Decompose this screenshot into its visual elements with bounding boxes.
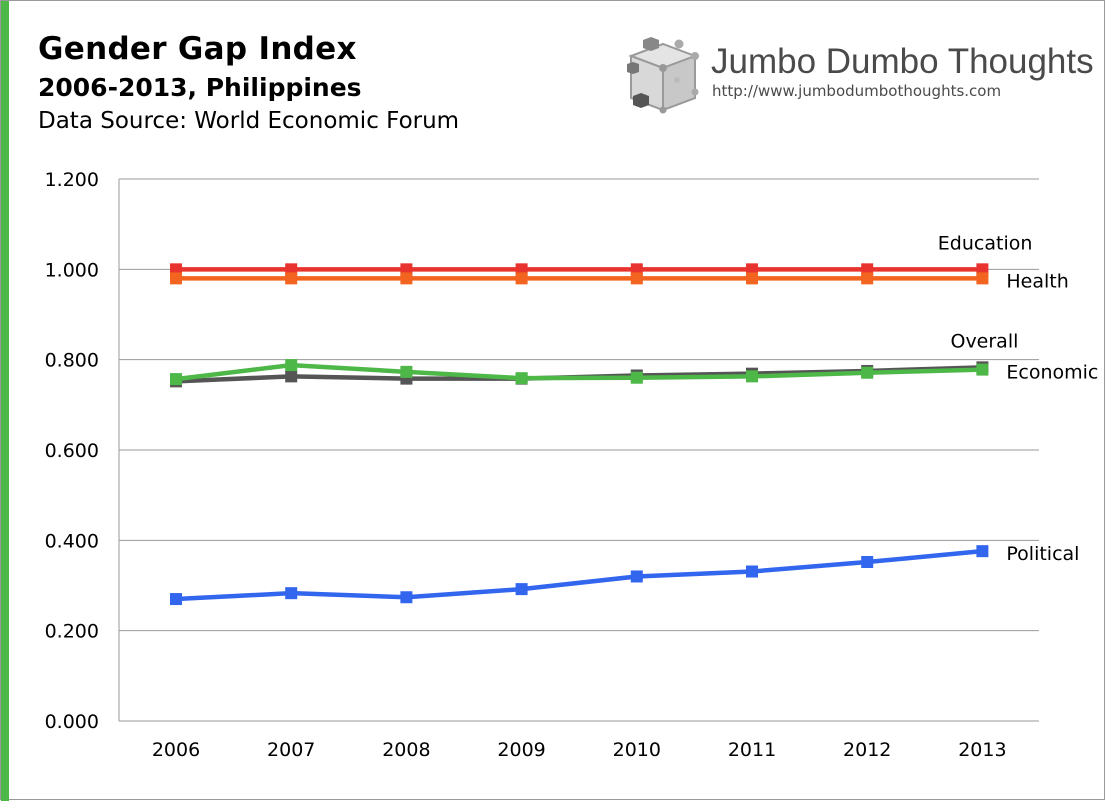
data-point-economic xyxy=(515,372,528,385)
series-line-economic xyxy=(175,362,983,382)
logo-name: Jumbo Dumbo Thoughts xyxy=(711,42,1094,81)
data-point-education xyxy=(746,263,758,276)
data-point-political xyxy=(170,593,182,606)
data-point-political xyxy=(400,591,413,604)
x-tick-label: 2007 xyxy=(267,739,315,761)
data-point-political xyxy=(285,587,298,600)
data-point-education xyxy=(515,263,528,276)
data-point-political xyxy=(861,556,874,569)
logo: Jumbo Dumbo Thoughts http://www.jumbodum… xyxy=(621,34,1094,119)
y-tick-label: 1.200 xyxy=(45,169,99,191)
data-point-health xyxy=(861,272,874,285)
x-tick-label: 2011 xyxy=(728,739,776,761)
data-point-economic xyxy=(746,370,758,383)
data-point-economic xyxy=(170,373,182,386)
data-point-economic xyxy=(976,363,989,376)
chart-subtitle: 2006-2013, Philippines xyxy=(38,73,362,102)
y-tick-label: 0.800 xyxy=(45,350,99,372)
y-tick-label: 0.000 xyxy=(45,711,99,733)
series-line-political xyxy=(175,548,983,602)
series-label-education: Education xyxy=(938,232,1033,254)
x-tick-label: 2009 xyxy=(497,739,545,761)
data-point-health xyxy=(630,272,643,285)
data-point-health xyxy=(746,272,758,285)
x-tick-label: 2012 xyxy=(843,739,891,761)
x-tick-label: 2008 xyxy=(382,739,430,761)
data-point-political xyxy=(515,583,528,596)
x-tick-label: 2010 xyxy=(613,739,661,761)
data-point-education xyxy=(861,263,874,276)
x-tick-label: 2006 xyxy=(152,739,200,761)
data-point-health xyxy=(285,272,298,285)
data-point-health xyxy=(515,272,528,285)
data-point-economic xyxy=(630,371,643,384)
accent-bar xyxy=(1,1,9,801)
data-point-education xyxy=(630,263,643,276)
data-point-education xyxy=(976,263,989,276)
y-tick-label: 0.600 xyxy=(45,440,99,462)
cube-logo-icon xyxy=(627,37,699,114)
data-point-economic xyxy=(861,366,874,379)
data-point-education xyxy=(285,263,298,276)
data-source: Data Source: World Economic Forum xyxy=(38,108,460,134)
data-point-health xyxy=(976,272,989,285)
data-point-political xyxy=(630,570,643,583)
y-tick-label: 0.400 xyxy=(45,530,99,552)
series-label-health: Health xyxy=(1006,270,1068,292)
data-point-health xyxy=(400,272,413,285)
data-point-health xyxy=(170,272,182,285)
chart-title: Gender Gap Index xyxy=(38,31,357,67)
data-point-political xyxy=(746,565,758,578)
data-point-education xyxy=(400,263,413,276)
series-label-economic: Economic xyxy=(1006,362,1098,384)
logo-url: http://www.jumbodumbothoughts.com xyxy=(712,82,1002,100)
series-label-overall: Overall xyxy=(950,330,1018,352)
y-tick-label: 0.200 xyxy=(45,621,99,643)
data-point-political xyxy=(976,545,989,558)
y-tick-label: 1.000 xyxy=(45,259,99,281)
data-point-economic xyxy=(285,359,298,372)
data-point-education xyxy=(170,263,182,276)
x-tick-label: 2013 xyxy=(958,739,1006,761)
series-label-political: Political xyxy=(1006,543,1079,565)
data-point-economic xyxy=(400,365,413,378)
data-point-overall xyxy=(285,370,298,383)
